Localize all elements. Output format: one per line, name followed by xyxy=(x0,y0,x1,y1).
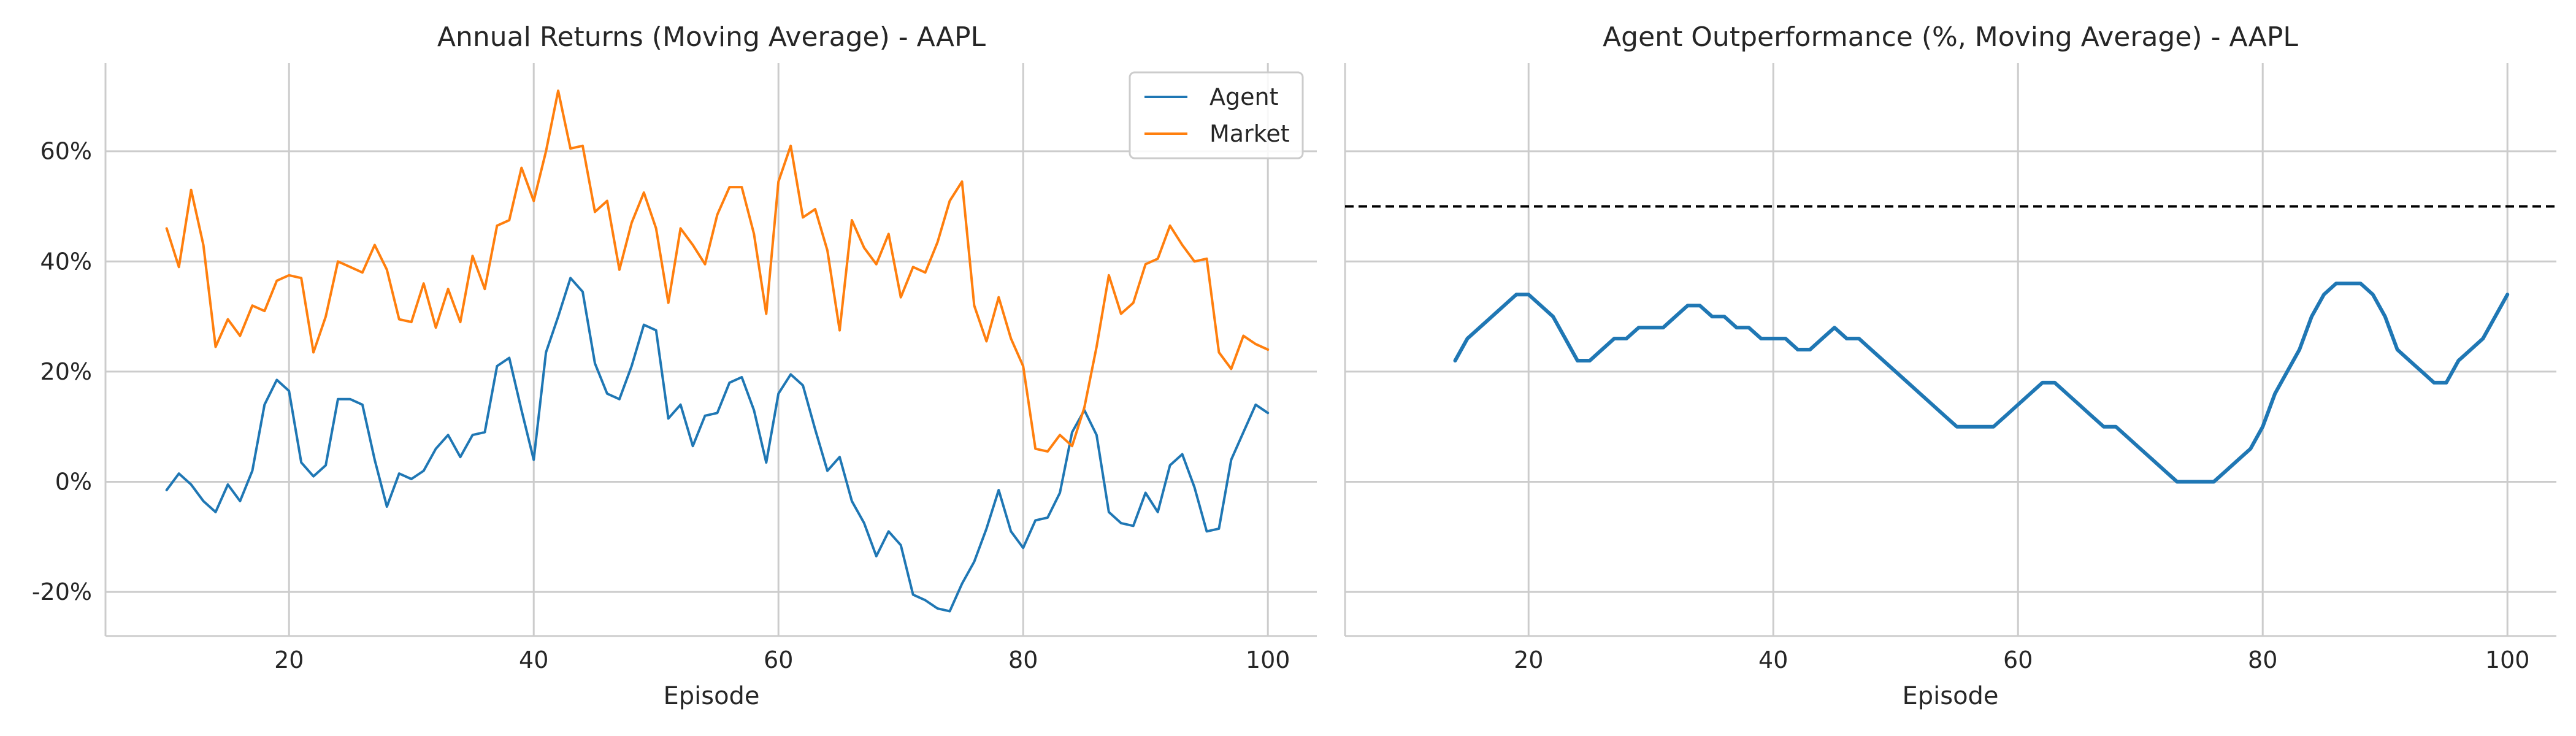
outperformance-chart-grid xyxy=(1345,63,2556,636)
legend-label-agent: Agent xyxy=(1209,83,1278,110)
returns-chart-legend: Agent Market xyxy=(1129,71,1304,159)
returns-chart-ticks: 20 40 60 80 100 -20% 0% 20% 40% 60% xyxy=(32,138,1290,673)
outperformance-chart-x-tick-label: 100 xyxy=(2485,646,2530,673)
returns-chart-y-tick-label: 0% xyxy=(55,469,92,496)
outperformance-chart-x-tick-label: 20 xyxy=(1514,646,1543,673)
outperformance-chart-x-tick-label: 40 xyxy=(1758,646,1788,673)
returns-chart-y-tick-label: -20% xyxy=(32,578,92,605)
returns-chart-x-axis-label: Episode xyxy=(663,682,759,710)
returns-chart-x-tick-label: 40 xyxy=(519,646,548,673)
returns-chart-agent-line xyxy=(165,277,1270,613)
outperformance-chart-x-axis-label: Episode xyxy=(1902,682,1998,710)
outperformance-chart-series xyxy=(1453,282,2510,484)
returns-chart-x-tick-label: 60 xyxy=(764,646,793,673)
returns-chart-x-tick-label: 20 xyxy=(274,646,304,673)
returns-chart-y-tick-label: 20% xyxy=(40,358,92,385)
returns-chart-x-tick-label: 100 xyxy=(1246,646,1290,673)
legend-label-market: Market xyxy=(1209,120,1290,147)
returns-chart-x-tick-label: 80 xyxy=(1008,646,1038,673)
outperformance-chart-ticks: 20 40 60 80 100 xyxy=(1514,646,2529,673)
returns-chart-panel: Annual Returns (Moving Average) - AAPL 2… xyxy=(32,21,1317,710)
returns-chart-market-line xyxy=(165,89,1270,453)
returns-chart-y-tick-label: 60% xyxy=(40,138,92,165)
outperformance-chart-x-tick-label: 80 xyxy=(2248,646,2277,673)
legend-box xyxy=(1129,71,1304,159)
outperformance-chart-title: Agent Outperformance (%, Moving Average)… xyxy=(1603,21,2298,53)
outperformance-chart-x-tick-label: 60 xyxy=(2003,646,2033,673)
outperformance-chart-series-0-line xyxy=(1453,282,2510,484)
outperformance-chart-panel: Agent Outperformance (%, Moving Average)… xyxy=(1344,21,2556,710)
returns-chart-title: Annual Returns (Moving Average) - AAPL xyxy=(437,21,986,53)
returns-chart-y-tick-label: 40% xyxy=(40,248,92,275)
returns-chart-series xyxy=(165,89,1270,613)
